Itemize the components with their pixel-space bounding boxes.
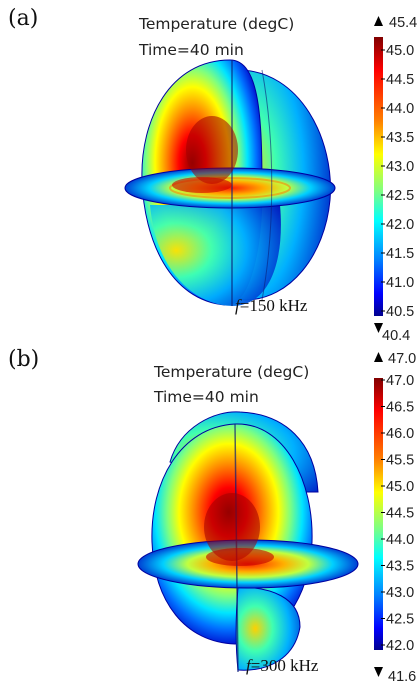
colorbar-tick-label: 42.0 — [386, 217, 414, 233]
colorbar-tick-label: 46.5 — [386, 400, 414, 416]
colorbar-tick-label: 45.0 — [386, 479, 414, 495]
colorbar-max-label: 47.0 — [388, 351, 416, 367]
panel-label: (b) — [8, 347, 40, 372]
colorbar-max-arrow — [374, 352, 383, 362]
panel-a: (a) Temperature (degC) Time=40 min — [8, 6, 417, 344]
colorbar-tick-label: 43.5 — [386, 559, 414, 575]
temperature-render-b: 47.0 41.6 47.0 46.5 46.0 45.5 45.0 44.5 44.0 43… — [137, 351, 416, 684]
quantity-title: Temperature (degC) — [139, 15, 295, 33]
time-label: Time=40 min — [154, 388, 259, 406]
panel-label: (a) — [8, 6, 39, 31]
quantity-title: Temperature (degC) — [154, 363, 310, 381]
colorbar-tick-label: 45.5 — [386, 453, 414, 469]
colorbar-tick-label: 41.0 — [386, 275, 414, 291]
colorbar-tick-label: 42.5 — [386, 188, 414, 204]
colorbar-tick-label: 47.0 — [386, 373, 414, 389]
colorbar-tick-label: 42.0 — [386, 638, 414, 654]
colorbar-tick-label: 46.0 — [386, 426, 414, 442]
bottom-lobe — [235, 586, 301, 671]
colorbar-min-arrow — [374, 323, 383, 333]
frequency-label: f=300 kHz — [246, 656, 319, 675]
colorbar-min-arrow — [374, 667, 383, 677]
frequency-label: f=150 kHz — [235, 296, 308, 315]
temperature-render-a: 45.4 40.4 45.0 44.5 44.0 43.5 43.0 42.5 42.0 41… — [124, 15, 417, 344]
colorbar-tick-label: 44.5 — [386, 72, 414, 88]
bottom-lobe — [150, 205, 281, 306]
colorbar-max-label: 45.4 — [389, 15, 417, 31]
colorbar-tick-label: 42.5 — [386, 612, 414, 628]
colorbar-max-arrow — [374, 16, 383, 26]
time-label: Time=40 min — [139, 41, 244, 59]
colorbar-min-label: 40.4 — [382, 328, 410, 344]
colorbar-min-label: 41.6 — [388, 669, 416, 684]
colorbar-tick-label: 40.5 — [386, 304, 414, 320]
panel-b: (b) Temperature (degC) Time=40 min — [0, 342, 419, 684]
colorbar-b — [374, 378, 383, 650]
colorbar-tick-label: 43.0 — [386, 159, 414, 175]
colorbar-tick-label: 41.5 — [386, 246, 414, 262]
colorbar-tick-label: 44.0 — [386, 532, 414, 548]
colorbar-tick-label: 43.5 — [386, 130, 414, 146]
colorbar-tick-label: 43.0 — [386, 585, 414, 601]
colorbar-tick-label: 44.5 — [386, 506, 414, 522]
colorbar-tick-label: 45.0 — [386, 43, 414, 59]
colorbar-a — [374, 37, 383, 316]
colorbar-tick-label: 44.0 — [386, 101, 414, 117]
